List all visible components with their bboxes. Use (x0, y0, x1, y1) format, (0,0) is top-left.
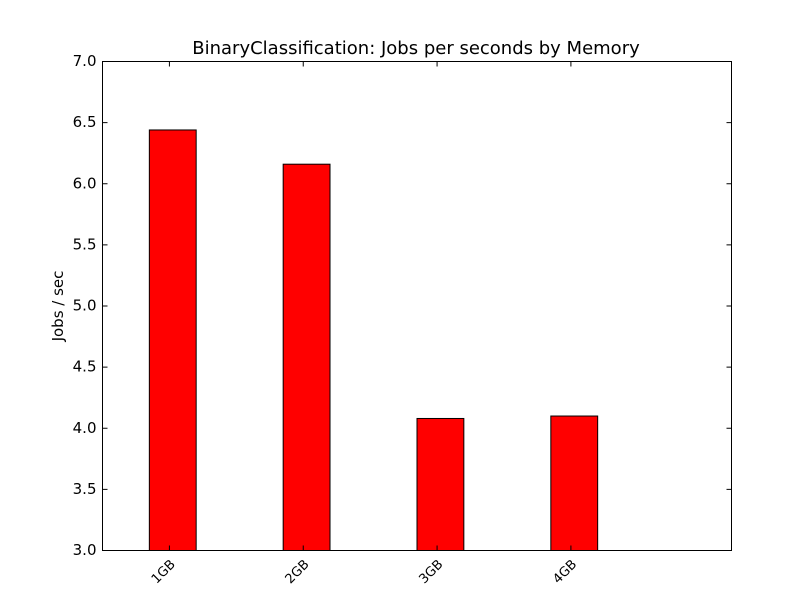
y-tick-label-7.0: 7.0 (73, 52, 97, 70)
y-tick-label-3.0: 3.0 (73, 541, 97, 559)
y-tick-label-6.5: 6.5 (73, 113, 97, 131)
y-tick-label-4.5: 4.5 (73, 358, 97, 376)
chart-title: BinaryClassification: Jobs per seconds b… (192, 38, 640, 59)
plot-frame (102, 61, 732, 551)
x-tick-label-3GB: 3GB (416, 557, 446, 587)
y-tick-label-4.0: 4.0 (73, 419, 97, 437)
y-tick-label-3.5: 3.5 (73, 480, 97, 498)
x-tick-label-4GB: 4GB (550, 557, 580, 587)
y-tick-label-5.5: 5.5 (73, 235, 97, 253)
bars-group (148, 129, 599, 552)
bar-4GB (550, 415, 599, 551)
bar-2GB (282, 163, 331, 551)
x-tick-label-2GB: 2GB (283, 557, 313, 587)
y-axis-ticks: 3.0 3.5 4.0 4.5 5.0 5.5 6.0 6.5 7.0 (73, 52, 732, 559)
x-tick-label-1GB: 1GB (149, 557, 179, 587)
bar-3GB (416, 417, 465, 551)
y-tick-label-5.0: 5.0 (73, 297, 97, 315)
x-axis-ticks: 1GB 2GB 3GB 4GB (149, 61, 580, 587)
bar-1GB (148, 129, 197, 552)
y-tick-label-6.0: 6.0 (73, 174, 97, 192)
y-axis-label: Jobs / sec (49, 271, 67, 343)
